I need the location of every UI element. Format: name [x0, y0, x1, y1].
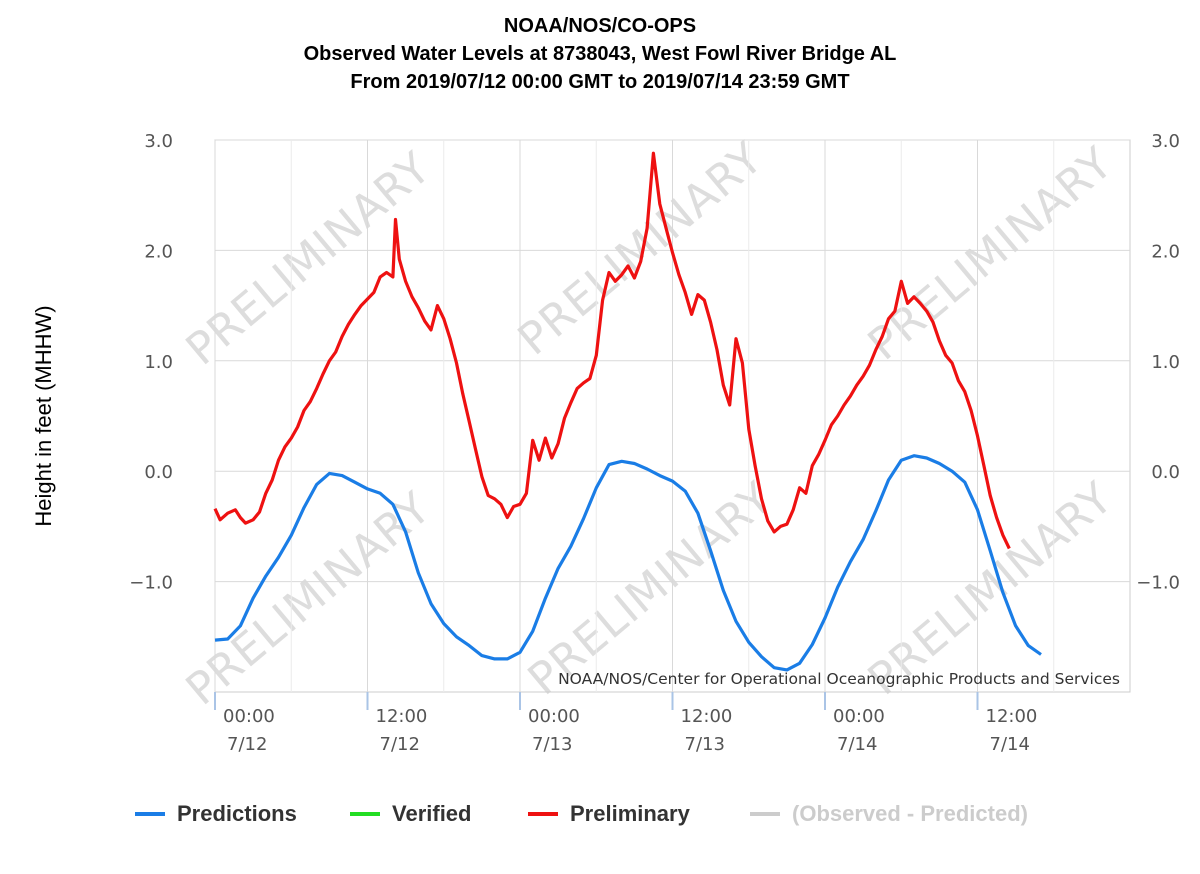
y-tick-label-left: 0.0: [144, 462, 173, 483]
legend-label: Predictions: [177, 801, 297, 826]
chart-title: NOAA/NOS/CO-OPS Observed Water Levels at …: [304, 15, 897, 93]
credit-text: NOAA/NOS/Center for Operational Oceanogr…: [558, 670, 1120, 688]
x-tick-time: 00:00: [528, 706, 580, 727]
x-tick-time: 12:00: [376, 706, 428, 727]
y-tick-label-right: 2.0: [1151, 241, 1180, 262]
title-line-1: NOAA/NOS/CO-OPS: [504, 15, 696, 37]
watermark-text: PRELIMINARY: [177, 142, 441, 375]
y-axis-label: Height in feet (MHHW): [31, 305, 56, 526]
x-tick-time: 12:00: [681, 706, 733, 727]
y-tick-label-left: 1.0: [144, 352, 173, 373]
y-tick-label-right: 0.0: [1151, 462, 1180, 483]
y-tick-label-right: 3.0: [1151, 131, 1180, 152]
legend-item-preliminary[interactable]: Preliminary: [528, 801, 691, 826]
x-tick-date: 7/12: [380, 734, 420, 755]
chart-series: [213, 151, 1042, 672]
chart-grid: [214, 139, 1131, 693]
legend-item-predictions[interactable]: Predictions: [135, 801, 297, 826]
x-tick-time: 12:00: [986, 706, 1038, 727]
y-tick-label-right: 1.0: [1151, 352, 1180, 373]
y-tick-label-left: 2.0: [144, 241, 173, 262]
watermark-text: PRELIMINARY: [509, 132, 773, 365]
title-line-2: Observed Water Levels at 8738043, West F…: [304, 43, 897, 65]
legend-item-observed-predicted[interactable]: (Observed - Predicted): [750, 801, 1028, 826]
x-tick-date: 7/13: [532, 734, 572, 755]
x-tick-date: 7/14: [837, 734, 877, 755]
chart-legend: Predictions Verified Preliminary (Observed …: [135, 801, 1028, 826]
watermark-text: PRELIMINARY: [859, 137, 1123, 370]
watermark-text: PRELIMINARY: [177, 482, 441, 715]
chart-axes: 3.0 3.0 2.0 2.0 1.0 1.0 0.0 0.0 −1.0 −1.0 00:00 7/1…: [129, 131, 1180, 755]
x-tick-date: 7/12: [227, 734, 267, 755]
y-tick-label-left: −1.0: [129, 573, 173, 594]
x-tick-date: 7/13: [685, 734, 725, 755]
legend-label: Verified: [392, 801, 471, 826]
legend-label: (Observed - Predicted): [792, 801, 1028, 826]
x-tick-time: 00:00: [223, 706, 275, 727]
preliminary-watermarks: PRELIMINARY PRELIMINARY PRELIMINARY PRELIMI…: [177, 132, 1123, 715]
legend-label: Preliminary: [570, 801, 691, 826]
title-line-3: From 2019/07/12 00:00 GMT to 2019/07/14 …: [350, 71, 849, 93]
legend-item-verified[interactable]: Verified: [350, 801, 471, 826]
x-tick-time: 00:00: [833, 706, 885, 727]
x-tick-date: 7/14: [990, 734, 1030, 755]
series-line-preliminary: [213, 151, 1011, 550]
y-tick-label-right: −1.0: [1136, 573, 1180, 594]
series-line-predictions: [214, 454, 1042, 672]
y-tick-label-left: 3.0: [144, 131, 173, 152]
